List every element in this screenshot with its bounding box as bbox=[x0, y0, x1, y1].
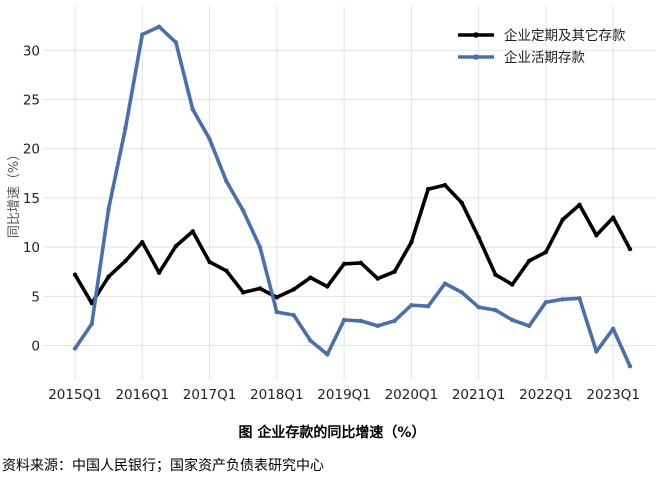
series-1-point bbox=[274, 295, 280, 300]
y-tick-label: 20 bbox=[23, 142, 40, 158]
legend-label-2: 企业活期存款 bbox=[504, 49, 585, 66]
series-1-point bbox=[291, 287, 296, 292]
series-2-point bbox=[341, 317, 347, 323]
series-1-point bbox=[375, 276, 380, 281]
x-tick-label: 2019Q1 bbox=[317, 387, 371, 403]
series-2-point bbox=[627, 364, 633, 369]
series-2-point bbox=[358, 318, 364, 324]
series-1-point bbox=[173, 243, 179, 249]
series-2-point bbox=[140, 32, 145, 37]
series-2-point bbox=[325, 352, 330, 357]
series-1-point bbox=[560, 217, 565, 222]
legend-marker-1 bbox=[473, 32, 479, 38]
x-tick-label: 2016Q1 bbox=[115, 387, 169, 403]
series-2-point bbox=[240, 208, 246, 213]
series-2-point bbox=[560, 297, 565, 302]
plot-area bbox=[44, 6, 656, 380]
series-1-point bbox=[543, 249, 549, 255]
series-1-point bbox=[594, 233, 599, 238]
series-1-point bbox=[510, 282, 515, 287]
series-2-point bbox=[543, 300, 549, 305]
series-2-point bbox=[291, 312, 296, 318]
series-1-point bbox=[610, 215, 616, 220]
x-tick-label: 2015Q1 bbox=[48, 387, 102, 403]
series-line-1 bbox=[73, 183, 632, 306]
series-2-point bbox=[274, 309, 280, 315]
figure-caption: 图 企业存款的同比增速（%） bbox=[238, 425, 426, 441]
series-2-point bbox=[190, 107, 195, 112]
series-1-point bbox=[240, 290, 246, 295]
legend-marker-2 bbox=[473, 54, 479, 60]
x-tick-label: 2022Q1 bbox=[519, 387, 573, 403]
series-2-point bbox=[493, 307, 498, 313]
series-1-point bbox=[224, 268, 229, 273]
series-1-point bbox=[392, 269, 397, 274]
series-1-point bbox=[425, 186, 431, 192]
series-1-point bbox=[459, 200, 465, 206]
series-2-point bbox=[459, 290, 465, 295]
series-2-point bbox=[425, 303, 431, 309]
series-1-point bbox=[207, 259, 212, 265]
series-1-point bbox=[358, 260, 364, 266]
series-2-point bbox=[510, 317, 515, 323]
x-tick-label: 2018Q1 bbox=[250, 387, 304, 403]
series-1-point bbox=[325, 284, 330, 289]
series-1-point bbox=[476, 235, 481, 240]
x-tick-label: 2021Q1 bbox=[452, 387, 506, 403]
series-1-point bbox=[627, 246, 633, 252]
legend-label-1: 企业定期及其它存款 bbox=[504, 27, 626, 44]
series-2-point bbox=[89, 321, 95, 327]
series-2-point bbox=[173, 40, 179, 45]
series-1-point bbox=[409, 240, 414, 245]
y-tick-label: 5 bbox=[31, 289, 40, 305]
series-1-point bbox=[577, 202, 582, 208]
series-1-point bbox=[72, 272, 78, 277]
series-1-point bbox=[308, 275, 313, 280]
series-1-point bbox=[123, 258, 128, 264]
series-2-point bbox=[610, 326, 616, 332]
y-tick-label: 15 bbox=[23, 191, 40, 207]
x-tick-label: 2020Q1 bbox=[385, 387, 439, 403]
series-1-point bbox=[106, 274, 111, 279]
series-1-point bbox=[140, 240, 145, 245]
series-1-point bbox=[493, 272, 498, 277]
y-tick-label: 10 bbox=[23, 240, 40, 256]
series-2-point bbox=[409, 303, 414, 308]
source-note: 资料来源：中国人民银行；国家资产负债表研究中心 bbox=[2, 458, 324, 474]
series-2-point bbox=[526, 323, 532, 329]
series-1-point bbox=[341, 261, 347, 267]
series-2-point bbox=[123, 125, 128, 131]
series-2-point bbox=[594, 349, 599, 354]
x-tick-label: 2023Q1 bbox=[586, 387, 640, 403]
series-2-point bbox=[308, 338, 313, 343]
line-chart: 0 5 10 15 20 25 30 2015Q1 2016Q1 2017Q1 2018Q1 2019… bbox=[7, 6, 656, 403]
series-1-point bbox=[257, 286, 263, 291]
series-2-point bbox=[72, 346, 78, 351]
series-2-point bbox=[375, 323, 380, 329]
y-tick-label: 30 bbox=[23, 43, 40, 59]
series-1-point bbox=[526, 258, 532, 264]
series-2-point bbox=[577, 296, 582, 301]
series-2-point bbox=[392, 318, 397, 324]
series-1-point bbox=[156, 270, 162, 275]
series-2-point bbox=[442, 281, 448, 286]
series-1-point bbox=[190, 229, 195, 234]
y-tick-label: 25 bbox=[23, 93, 40, 109]
series-2-point bbox=[224, 178, 229, 184]
y-tick-label: 0 bbox=[31, 339, 40, 355]
x-tick-label: 2017Q1 bbox=[183, 387, 237, 403]
series-2-point bbox=[476, 304, 481, 310]
series-2-point bbox=[156, 24, 162, 29]
series-2-point bbox=[257, 244, 263, 250]
series-2-point bbox=[207, 136, 212, 142]
series-2-point bbox=[106, 206, 111, 211]
series-1-point bbox=[442, 182, 448, 188]
series-line-2 bbox=[73, 24, 632, 369]
y-axis-label: 同比增速（%） bbox=[7, 148, 22, 238]
